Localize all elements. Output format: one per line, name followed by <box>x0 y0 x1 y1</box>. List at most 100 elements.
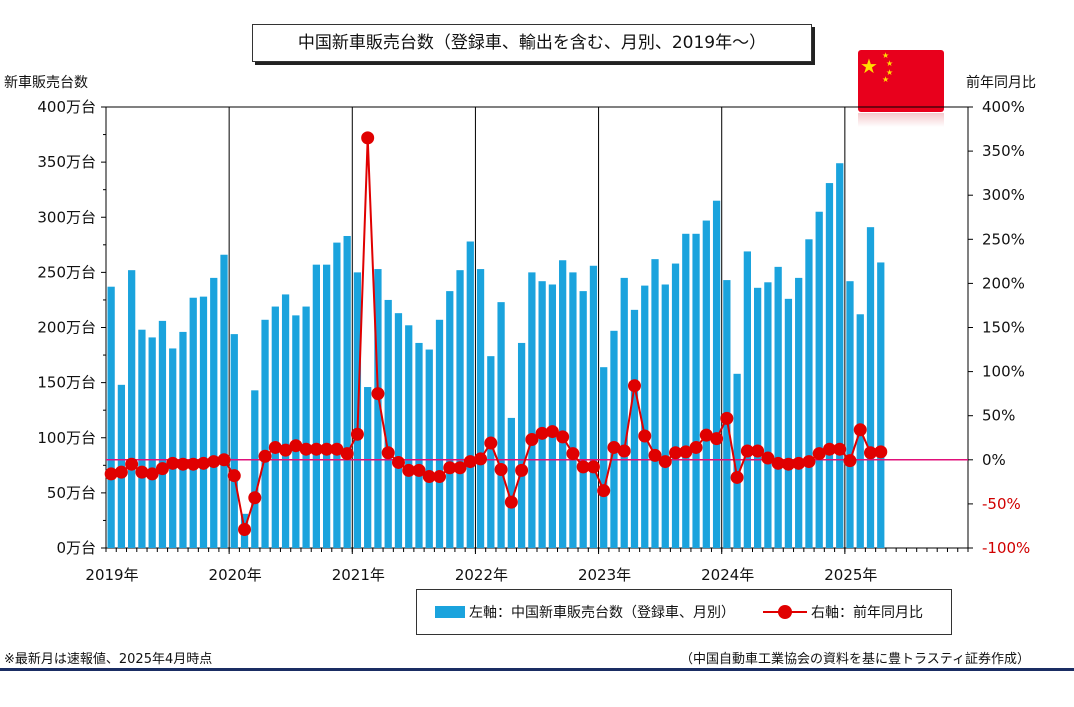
bottom-rule <box>0 668 1074 671</box>
y-right-tick-label: 350% <box>982 142 1025 160</box>
bar <box>415 342 423 548</box>
yoy-point <box>453 461 467 475</box>
bar <box>343 235 351 548</box>
bar <box>251 390 259 548</box>
bar <box>825 183 834 548</box>
yoy-point <box>114 465 128 479</box>
bar <box>374 269 382 548</box>
yoy-point <box>812 447 826 461</box>
right-axis-title: 前年同月比 <box>966 75 1036 91</box>
y-right-tick-label: -50% <box>982 495 1021 513</box>
yoy-point <box>361 131 375 145</box>
yoy-point <box>843 454 857 468</box>
yoy-point <box>761 451 775 465</box>
bar <box>323 264 331 548</box>
bar <box>579 291 587 548</box>
yoy-point <box>155 462 169 476</box>
yoy-point <box>730 470 744 484</box>
bar <box>630 309 639 548</box>
bar <box>107 286 115 548</box>
x-tick-label: 2023年 <box>578 566 631 584</box>
bar <box>754 287 762 548</box>
yoy-point <box>186 457 200 471</box>
y-right-tick-label: 400% <box>982 98 1025 116</box>
bar <box>712 200 721 548</box>
yoy-point <box>535 426 549 440</box>
y-left-tick-label: 50万台 <box>47 484 96 502</box>
footnote-left: ※最新月は速報値、2025年4月時点 <box>4 652 213 667</box>
bar <box>538 281 546 548</box>
bar <box>292 315 300 548</box>
bar <box>384 299 392 548</box>
x-tick-label: 2024年 <box>701 566 754 584</box>
y-left-tick-label: 350万台 <box>37 153 96 171</box>
yoy-point <box>638 429 652 443</box>
bar <box>805 239 813 549</box>
yoy-point <box>781 457 795 471</box>
yoy-point <box>258 449 272 463</box>
y-left-tick-label: 0万台 <box>56 539 96 557</box>
bar <box>405 325 413 548</box>
bar <box>620 277 628 548</box>
bar <box>466 241 474 548</box>
bar <box>517 342 526 548</box>
bar <box>743 251 751 549</box>
bar <box>600 367 608 548</box>
bar <box>682 233 690 548</box>
legend-bar-label: 左軸：中国新車販売台数（登録車、月別） <box>469 605 735 621</box>
yoy-point <box>710 432 724 446</box>
yoy-point <box>268 440 282 454</box>
bar <box>559 260 567 548</box>
yoy-point <box>176 457 190 471</box>
yoy-point <box>135 465 149 479</box>
bar <box>179 331 187 548</box>
bar <box>866 227 875 549</box>
yoy-point <box>207 455 221 469</box>
y-right-tick-label: 250% <box>982 230 1025 248</box>
bar <box>487 356 495 548</box>
yoy-point <box>720 411 734 425</box>
bar <box>261 319 269 548</box>
bar <box>692 233 700 548</box>
yoy-point <box>381 446 395 460</box>
y-right-tick-label: 300% <box>982 186 1025 204</box>
yoy-point <box>340 447 354 461</box>
bar <box>456 270 464 548</box>
yoy-point <box>227 469 241 483</box>
y-right-tick-label: 100% <box>982 363 1025 381</box>
bar <box>128 270 136 548</box>
bar <box>877 262 885 548</box>
y-left-tick-label: 300万台 <box>37 208 96 226</box>
yoy-point <box>771 456 785 470</box>
yoy-point <box>279 443 293 457</box>
yoy-point <box>350 427 364 441</box>
yoy-point <box>494 463 508 477</box>
bar <box>836 163 844 549</box>
bar <box>302 306 310 548</box>
yoy-point <box>402 463 416 477</box>
x-tick-label: 2020年 <box>209 566 262 584</box>
left-axis-title: 新車販売台数 <box>4 75 88 91</box>
y-right-tick-label: 50% <box>982 407 1015 425</box>
yoy-point <box>145 467 159 481</box>
flag-small-star-icon: ★ <box>886 68 894 77</box>
bar <box>815 211 823 549</box>
bar <box>476 269 485 548</box>
bar <box>774 266 782 548</box>
yoy-point <box>648 448 662 462</box>
yoy-point <box>740 444 754 458</box>
yoy-point <box>433 470 447 484</box>
bar <box>507 417 515 548</box>
yoy-point <box>463 455 477 469</box>
yoy-point <box>679 445 693 459</box>
yoy-point <box>443 461 457 475</box>
bar <box>281 294 290 548</box>
yoy-point <box>669 446 683 460</box>
yoy-point <box>802 455 816 469</box>
flag-reflection <box>858 113 944 127</box>
yoy-point <box>309 442 323 456</box>
bar <box>169 348 177 548</box>
bar <box>210 277 218 548</box>
yoy-point <box>658 455 672 469</box>
yoy-point <box>833 442 847 456</box>
